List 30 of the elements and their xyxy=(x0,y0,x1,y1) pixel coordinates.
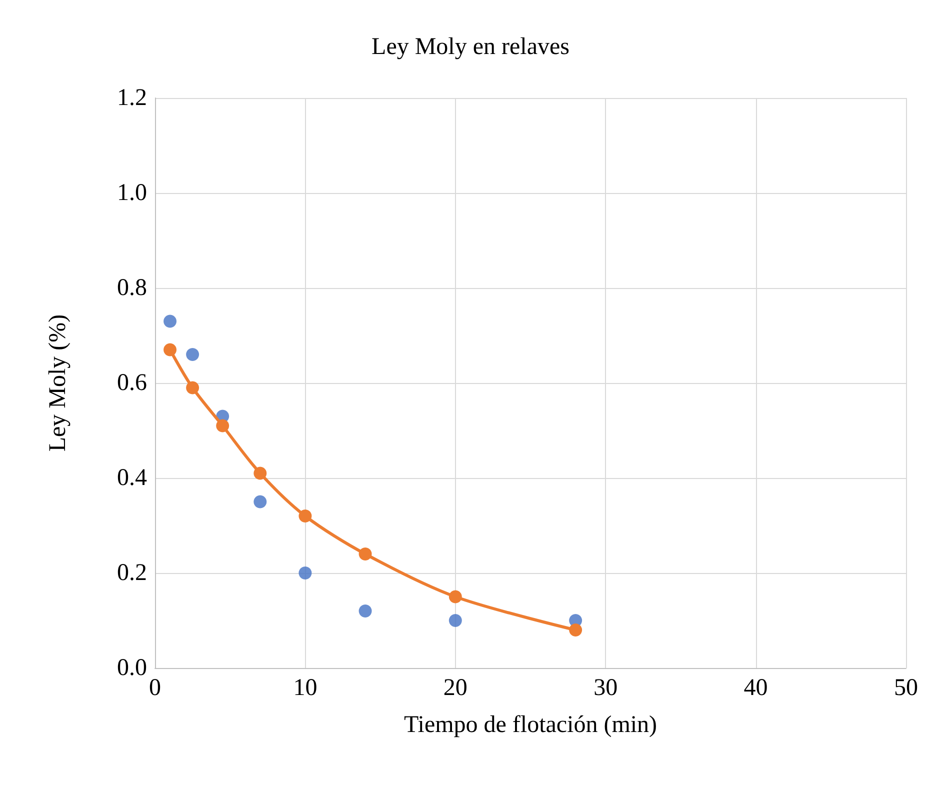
y-tick-label: 0.4 xyxy=(117,465,147,491)
chart-title: Ley Moly en relaves xyxy=(372,34,570,60)
point xyxy=(358,604,372,618)
x-axis-title: Tiempo de flotación (min) xyxy=(404,712,658,738)
y-tick-label: 0.8 xyxy=(117,275,147,301)
point xyxy=(254,495,267,508)
point xyxy=(448,590,462,604)
x-tick-label: 40 xyxy=(744,675,768,701)
point xyxy=(298,510,312,522)
point xyxy=(569,624,582,636)
y-axis-title: Ley Moly (%) xyxy=(45,314,71,452)
x-tick-label: 50 xyxy=(894,675,918,701)
y-tick-label: 0.6 xyxy=(117,370,147,396)
point xyxy=(254,466,267,480)
x-tick-label: 30 xyxy=(594,675,618,701)
point xyxy=(358,548,372,560)
point xyxy=(216,419,230,432)
y-tick-label: 0.0 xyxy=(117,655,147,681)
x-tick-label: 10 xyxy=(293,675,318,701)
x-tick-label: 20 xyxy=(443,675,468,701)
y-tick-label: 0.2 xyxy=(117,560,147,586)
point xyxy=(186,381,200,394)
point xyxy=(164,314,177,328)
x-tick-label: 0 xyxy=(149,675,161,701)
point xyxy=(448,614,462,627)
point xyxy=(298,566,312,580)
y-tick-label: 1.0 xyxy=(117,180,147,206)
y-tick-label: 1.2 xyxy=(117,85,147,111)
point xyxy=(186,348,200,361)
point xyxy=(164,343,177,356)
